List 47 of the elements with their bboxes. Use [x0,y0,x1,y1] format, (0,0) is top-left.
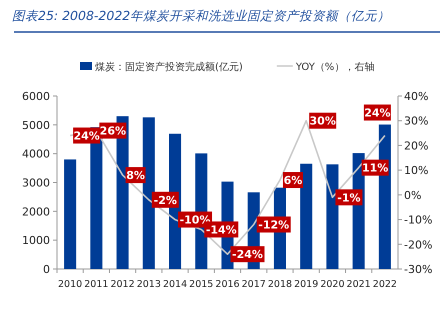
data-label: 24% [364,106,391,120]
x-tick-label: 2018 [268,279,292,290]
x-tick-label: 2021 [346,279,371,290]
y-tick-label: 5000 [22,118,50,132]
y2-tick-label: 40% [404,90,428,103]
data-label: 24% [73,130,100,143]
y-tick-label: 6000 [22,90,50,103]
y-tick-label: 0 [43,263,50,276]
x-tick-label: 2014 [162,279,188,290]
y2-tick-label: 10% [404,164,428,178]
y2-tick-label: 0% [404,188,422,202]
data-label: 26% [100,124,126,138]
data-label: 8% [126,169,145,182]
y2-tick-label: -10% [404,214,432,227]
x-tick-label: 2012 [110,279,135,290]
x-tick-label: 2019 [294,279,318,290]
bar [326,164,338,269]
data-label: 30% [310,114,336,128]
x-tick-label: 2013 [136,279,161,290]
y-tick-label: 1000 [22,234,50,248]
x-tick-label: 2016 [215,279,240,290]
y2-tick-label: 20% [404,139,428,152]
y2-tick-label: -20% [404,238,432,252]
data-label: -1% [337,191,361,204]
data-label: -12% [258,218,290,232]
y2-tick-label: 30% [404,114,428,128]
x-tick-label: 2011 [84,279,108,290]
data-label: -14% [206,223,237,236]
data-label: 6% [284,174,302,188]
legend-label: YOY（%），右轴 [294,61,374,73]
bar [142,117,155,269]
bar [64,159,76,269]
y-tick-label: 4000 [22,148,50,161]
bar [300,164,312,269]
y2-tick-label: -30% [404,263,432,276]
x-tick-label: 2020 [320,279,345,290]
data-label: -2% [154,194,177,207]
x-tick-label: 2015 [189,279,214,290]
legend-label: 煤炭：固定资产投资完成额(亿元) [95,61,243,73]
chart-title: 图表25: 2008-2022年煤炭开采和洗选业固定资产投资额（亿元） [12,8,390,23]
data-label: 11% [362,162,388,175]
y-tick-label: 3000 [22,176,50,190]
x-tick-label: 2022 [372,279,397,290]
data-label: -24% [232,248,263,262]
y-tick-label: 2000 [22,205,50,218]
x-tick-label: 2017 [242,279,266,290]
x-tick-label: 2010 [58,279,82,290]
